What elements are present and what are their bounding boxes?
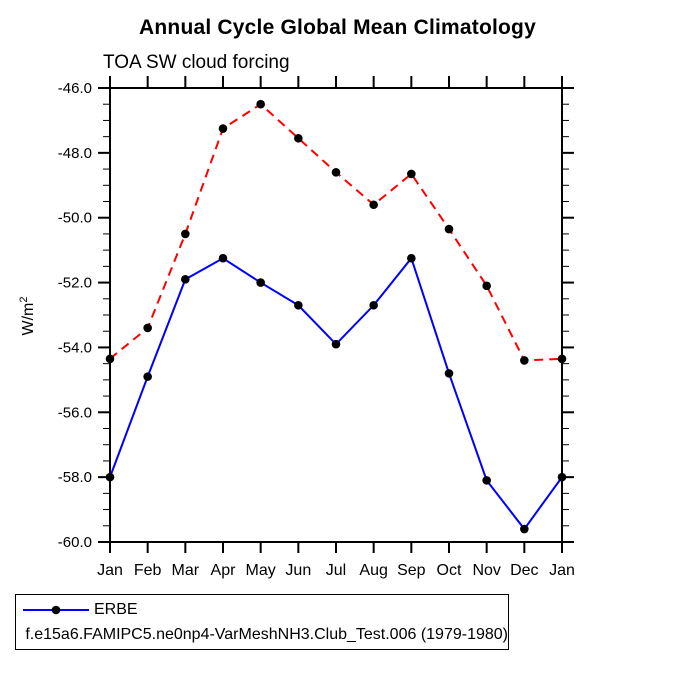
month-label: Mar: [172, 562, 200, 579]
data-point-marker: [331, 339, 341, 349]
legend-label: f.e15a6.FAMIPC5.ne0np4-VarMeshNH3.Club_T…: [25, 625, 508, 643]
data-point-marker: [369, 200, 378, 210]
data-point-marker: [520, 356, 529, 365]
month-label: Feb: [134, 562, 162, 579]
legend-label: ERBE: [94, 600, 138, 618]
month-label: Nov: [472, 562, 500, 579]
data-point-marker: [218, 124, 228, 133]
month-label: Dec: [510, 562, 538, 579]
legend-marker-dot: [51, 605, 61, 614]
legend-line-sample: [23, 605, 89, 614]
data-point-marker: [331, 168, 341, 177]
annual-cycle-line-chart: -46.0 -48.0 -50.0 -52.0 -54.0 -56.0 -58.0 -60.0…: [18, 76, 575, 579]
y-tick-label: -56.0: [58, 404, 92, 421]
data-point-marker: [557, 354, 567, 364]
legend-box: ERBE f.e15a6.FAMIPC5.ne0np4-VarMeshNH3.Cl…: [15, 594, 509, 650]
data-point-marker: [407, 169, 416, 179]
data-point-marker: [256, 278, 265, 287]
y-tick-label: -52.0: [58, 275, 92, 292]
data-point-marker: [143, 323, 152, 333]
month-label: Jul: [326, 562, 346, 579]
data-point-marker: [143, 372, 152, 381]
data-point-marker: [294, 300, 303, 310]
chart-title: Annual Cycle Global Mean Climatology: [139, 16, 536, 39]
month-label: Apr: [211, 562, 237, 579]
data-point-marker: [256, 99, 265, 109]
data-point-marker: [444, 224, 454, 234]
legend-line-sample: [21, 629, 22, 641]
data-point-marker: [482, 281, 491, 291]
y-tick-label: -50.0: [58, 210, 92, 227]
data-point-marker: [105, 472, 115, 482]
data-point-marker: [407, 253, 416, 263]
month-label: Sep: [397, 562, 426, 579]
y-tick-label: -48.0: [58, 145, 92, 162]
legend-item-model: f.e15a6.FAMIPC5.ne0np4-VarMeshNH3.Club_T…: [21, 623, 508, 647]
data-point-marker: [557, 472, 567, 482]
month-label: Jan: [97, 562, 123, 579]
series-line-erbe: [109, 256, 563, 531]
month-label: May: [246, 562, 276, 579]
data-point-marker: [181, 229, 190, 239]
data-point-marker: [294, 133, 303, 143]
data-point-marker: [181, 275, 190, 284]
legend-item-erbe: ERBE: [21, 598, 508, 622]
y-axis-label: W/m2: [18, 297, 37, 336]
data-point-marker: [482, 476, 491, 485]
data-point-marker: [520, 524, 529, 534]
data-point-marker: [369, 300, 378, 310]
y-tick-label: -60.0: [58, 534, 92, 551]
data-point-marker: [105, 354, 115, 364]
data-point-marker: [444, 369, 454, 378]
data-point-marker: [218, 253, 228, 263]
chart-subtitle: TOA SW cloud forcing: [103, 52, 290, 73]
series-line-model: [109, 102, 563, 362]
month-label: Aug: [359, 562, 387, 579]
plot-border: [109, 87, 563, 543]
y-tick-label: -54.0: [58, 339, 92, 356]
y-tick-label: -46.0: [58, 80, 92, 97]
month-label: Jun: [285, 562, 311, 579]
y-tick-label: -58.0: [58, 469, 92, 486]
month-label: Oct: [437, 562, 462, 579]
month-label: Jan: [549, 562, 575, 579]
